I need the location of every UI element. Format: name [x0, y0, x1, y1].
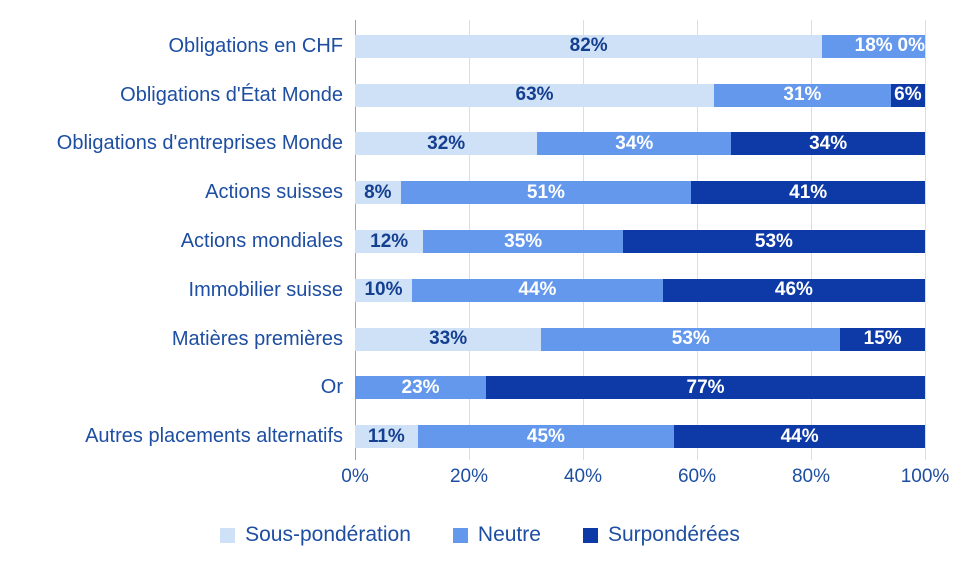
- category-label: Matières premières: [171, 327, 343, 350]
- stacked-bar: 0%23%77%: [355, 376, 925, 400]
- value-label: 44%: [780, 425, 819, 447]
- chart-row: Obligations en CHF 82% 18% 0%: [0, 22, 960, 71]
- value-label: 11%: [367, 425, 405, 447]
- bar-segment-neutre: [412, 278, 663, 302]
- value-label: 82%: [569, 35, 608, 57]
- legend-item: Sous-pondération: [220, 523, 411, 547]
- bar-segment-sous-ponderation: [355, 83, 715, 107]
- value-label: 32%: [427, 132, 466, 154]
- bar-segment-neutre: [822, 34, 925, 58]
- bar-segment-sous-ponderation: [355, 425, 418, 449]
- x-tick-label: 20%: [449, 466, 489, 487]
- value-label: 53%: [671, 328, 710, 350]
- bar-segment-sous-ponderation: [355, 132, 538, 156]
- stacked-bar: 10% 44% 46%: [355, 278, 925, 302]
- x-tick-label: 60%: [677, 466, 717, 487]
- bar-segment-surponderees: [662, 278, 925, 302]
- bar-segment-neutre: [417, 425, 675, 449]
- x-tick-label: 40%: [563, 466, 603, 487]
- bar-segment-surponderees: [674, 425, 925, 449]
- category-label: Obligations d'État Monde: [120, 83, 343, 106]
- category-label: Obligations en CHF: [168, 34, 343, 57]
- chart-row: Immobilier suisse 10% 44% 46%: [0, 266, 960, 315]
- x-tick-label: 100%: [900, 466, 950, 487]
- bar-segment-sous-ponderation: [355, 278, 412, 302]
- bar-segment-sous-ponderation: [355, 327, 542, 351]
- bar-segment-neutre: [355, 376, 487, 400]
- chart-row: Actions suisses 8% 51% 41%: [0, 168, 960, 217]
- legend-item: Surpondérées: [582, 523, 740, 547]
- bar-segment-surponderees: [486, 376, 925, 400]
- value-label: 8%: [364, 181, 392, 203]
- chart-row: Or0%23%77%: [0, 364, 960, 413]
- category-label: Actions mondiales: [180, 230, 343, 253]
- bar-segment-surponderees: [840, 327, 925, 351]
- category-label: Obligations d'entreprises Monde: [56, 132, 343, 155]
- value-label: 23%: [401, 376, 440, 398]
- value-label: 77%: [686, 376, 725, 398]
- legend-item: Neutre: [452, 523, 541, 547]
- x-tick-label: 80%: [791, 466, 831, 487]
- value-label: 33%: [429, 328, 468, 350]
- bar-segment-sous-ponderation: [355, 230, 424, 254]
- value-label: 0%: [897, 35, 925, 57]
- category-label: Or: [320, 376, 343, 399]
- value-label: 31%: [783, 84, 822, 106]
- x-tick-label: 0%: [341, 466, 369, 487]
- stacked-bar: 82% 18% 0%: [355, 34, 925, 58]
- stacked-bar: 12% 35% 53%: [355, 230, 925, 254]
- stacked-bar: 8% 51% 41%: [355, 181, 925, 205]
- legend-label: Neutre: [477, 523, 541, 546]
- stacked-bar: 63% 31% 6%: [355, 83, 925, 107]
- gridline: [925, 20, 926, 460]
- bar-segment-surponderees: [622, 230, 925, 254]
- bar-segment-sous-ponderation: [355, 34, 823, 58]
- bar-segment-surponderees: [691, 181, 925, 205]
- value-label: 10%: [364, 279, 403, 301]
- chart-row: Matières premières 33% 53% 15%: [0, 315, 960, 364]
- bar-segment-neutre: [541, 327, 841, 351]
- chart-row: Autres placements alternatifs 11% 45% 44%: [0, 412, 960, 461]
- value-label: 46%: [774, 279, 813, 301]
- bar-segment-neutre: [714, 83, 891, 107]
- legend-swatch-icon: [452, 527, 468, 543]
- bar-segment-neutre: [423, 230, 623, 254]
- stacked-bar: 11% 45% 44%: [355, 425, 925, 449]
- value-label: 51%: [526, 181, 565, 203]
- value-label: 35%: [504, 230, 543, 252]
- value-label: 45%: [526, 425, 565, 447]
- chart-row: Obligations d'État Monde 63% 31% 6%: [0, 71, 960, 120]
- chart-row: Obligations d'entreprises Monde 32% 34% 34%: [0, 120, 960, 169]
- category-label: Immobilier suisse: [188, 278, 343, 301]
- category-label: Autres placements alternatifs: [85, 425, 343, 448]
- stacked-bar: 33% 53% 15%: [355, 327, 925, 351]
- bar-segment-neutre: [400, 181, 692, 205]
- value-label: 44%: [518, 279, 557, 301]
- stacked-bar: 32% 34% 34%: [355, 132, 925, 156]
- value-label: 41%: [789, 181, 828, 203]
- value-label: 63%: [515, 84, 554, 106]
- value-label: 34%: [809, 132, 848, 154]
- bar-segment-surponderees: [890, 83, 925, 107]
- value-label: 12%: [370, 230, 409, 252]
- value-label: 53%: [754, 230, 793, 252]
- legend-swatch-icon: [220, 527, 236, 543]
- legend-swatch-icon: [582, 527, 598, 543]
- chart-row: Actions mondiales 12% 35% 53%: [0, 217, 960, 266]
- bar-segment-surponderees: [731, 132, 925, 156]
- legend-label: Sous-pondération: [245, 523, 411, 546]
- bar-segment-sous-ponderation: [355, 181, 401, 205]
- value-label: 6%: [894, 84, 922, 106]
- value-label: 18%: [854, 35, 893, 57]
- value-label: 15%: [863, 328, 902, 350]
- value-label: 34%: [615, 132, 654, 154]
- chart-legend: Sous-pondération Neutre Surpondérées: [0, 523, 960, 547]
- legend-label: Surpondérées: [607, 523, 740, 546]
- category-label: Actions suisses: [205, 181, 343, 204]
- bar-segment-neutre: [537, 132, 732, 156]
- x-axis: 0% 20% 40% 60% 80% 100%: [341, 466, 949, 490]
